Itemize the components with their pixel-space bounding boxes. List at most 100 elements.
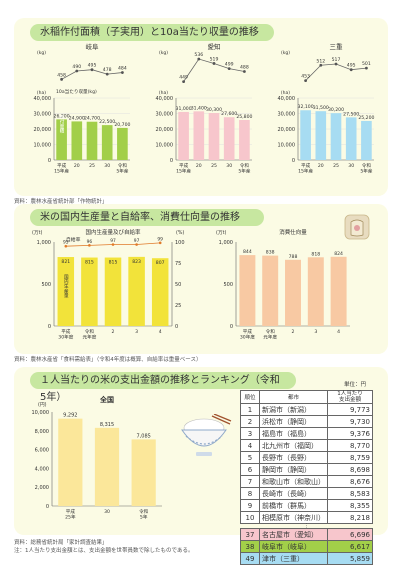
x-tick-label: 平成 15年産 [54, 162, 69, 175]
city-cell: 相模原市（神奈川） [259, 511, 328, 524]
amount-cell: 8,355 [327, 499, 373, 512]
production-value-label: 815 [109, 260, 118, 266]
consumption-bar [307, 257, 324, 326]
spending-bar [58, 418, 83, 506]
yield-point [334, 62, 338, 66]
y-tick-label: 20,000 [278, 127, 296, 133]
city-cell: 静岡市（静岡） [259, 463, 328, 476]
amount-cell: 8,698 [327, 463, 373, 476]
spending-value-label: 9,292 [63, 413, 77, 419]
rank-cell: 1 [240, 403, 260, 416]
y-tick-label: 10,000 [156, 143, 174, 149]
spending-title: 全国 [99, 395, 114, 404]
x-tick-label: 30 [104, 163, 110, 169]
y-tick-label: 2,000 [35, 485, 49, 491]
consumption-title: 消費仕向量 [279, 228, 307, 236]
x-tick-label: 平成 30年度 [240, 328, 255, 341]
x-tick-label: 30 [348, 163, 354, 169]
rank-cell: 9 [240, 499, 260, 512]
yield-point [75, 69, 79, 73]
ranking-row: 2 浜松市（静岡） 9,730 [240, 415, 373, 428]
consumption-bar [330, 256, 347, 326]
city-cell: 和歌山市（和歌山） [259, 475, 328, 488]
ranking-row: 9 前橋市（群馬） 8,355 [240, 499, 373, 512]
consumption-bar [239, 255, 256, 326]
ranking-row: 1 新潟市（新潟） 9,773 [240, 403, 373, 416]
area-bar [86, 121, 98, 160]
yield-point [365, 66, 368, 70]
y-tick-label: 1,000 [219, 240, 233, 246]
area-yield-charts: 岐阜010,00020,00030,00040,000(ha)(kg)26,20… [34, 42, 375, 175]
production-bar [151, 258, 169, 326]
yield-value-label: 495 [88, 63, 97, 69]
y-tick-label: 30,000 [156, 112, 174, 118]
area-value-label: 24,900 [69, 115, 85, 121]
rank-header: 順位 [240, 390, 260, 404]
ranking-row: 8 長崎市（長崎） 8,583 [240, 487, 373, 500]
production-bar [57, 257, 75, 326]
yield-point [182, 80, 186, 84]
rate-value-label: 97 [134, 238, 140, 244]
spending-value-label: 8,315 [100, 422, 114, 428]
yield-point [212, 62, 216, 65]
x-tick-label: 平成 25年 [65, 508, 76, 521]
area-value-label: 31,500 [313, 105, 329, 111]
yield-point [243, 70, 246, 73]
yield-value-label: 484 [118, 66, 127, 72]
ranking-row: 5 長野市（長野） 8,759 [240, 451, 373, 464]
x-tick-label: 20 [74, 163, 80, 169]
yield-value-label: 488 [240, 65, 249, 71]
x-tick-label: 令和 5年産 [238, 162, 251, 175]
right-tick-label: 25 [175, 303, 181, 309]
area-bar [361, 120, 372, 160]
yield-line [305, 63, 367, 81]
city-cell: 福島市（福島） [259, 427, 328, 440]
area-value-label: 25,800 [236, 114, 252, 120]
spending-unit: (円) [38, 402, 47, 408]
x-tick-label: 30 [104, 509, 110, 515]
consumption-value-label: 824 [334, 251, 343, 257]
yield-value-label: 449 [179, 75, 188, 81]
x-tick-label: 令和 5年産 [360, 162, 373, 175]
yield-value-label: 490 [72, 64, 81, 70]
rank-cell: 10 [240, 511, 260, 524]
x-tick-label: 4 [337, 329, 340, 335]
y-tick-label: 6,000 [35, 448, 49, 454]
y-tick-label: 20,000 [34, 127, 52, 133]
rate-point [64, 244, 68, 248]
rate-value-label: 99 [157, 236, 163, 242]
amount-cell: 8,676 [327, 475, 373, 488]
x-tick-label: 平成 30年度 [58, 328, 73, 341]
section1-source: 資料：農林水産省統計部「作物統計」 [14, 199, 108, 205]
city-cell: 岐阜市（岐阜） [259, 540, 328, 553]
ranking-row: 3 福島市（福島） 9,376 [240, 427, 373, 440]
yield-point [349, 68, 353, 72]
area-bar [56, 119, 67, 160]
y-tick-label: 0 [48, 324, 51, 330]
city-cell: 北九州市（福岡） [259, 439, 328, 452]
area-value-label: 30,200 [328, 107, 344, 113]
x-tick-label: 25 [211, 163, 217, 169]
rank-cell: 6 [240, 463, 260, 476]
right-tick-label: 100 [175, 240, 185, 246]
production-value-label: 821 [61, 259, 70, 265]
rank-cell: 4 [240, 439, 260, 452]
spending-bar [131, 439, 156, 506]
kg-unit: (kg) [159, 50, 168, 56]
yield-value-label: 478 [103, 67, 112, 73]
rate-point [158, 241, 162, 245]
area-bar [239, 120, 250, 160]
x-tick-label: 令和 5年産 [116, 162, 129, 175]
city-cell: 津市（三重） [259, 552, 328, 565]
x-tick-label: 4 [159, 329, 162, 335]
area-value-label: 22,500 [99, 119, 115, 125]
panel-rice-production [14, 204, 388, 354]
yield-value-label: 519 [210, 56, 219, 62]
area-value-label: 32,100 [298, 104, 314, 110]
area-bar [330, 113, 342, 160]
y-tick-label: 10,000 [32, 410, 50, 416]
x-tick-label: 3 [135, 329, 138, 335]
ha-unit: (ha) [159, 90, 168, 96]
section1-title: 水稲作付面積（子実用）と10a当たり収量の推移 [30, 24, 274, 41]
rate-label: 自給率 [66, 236, 81, 243]
